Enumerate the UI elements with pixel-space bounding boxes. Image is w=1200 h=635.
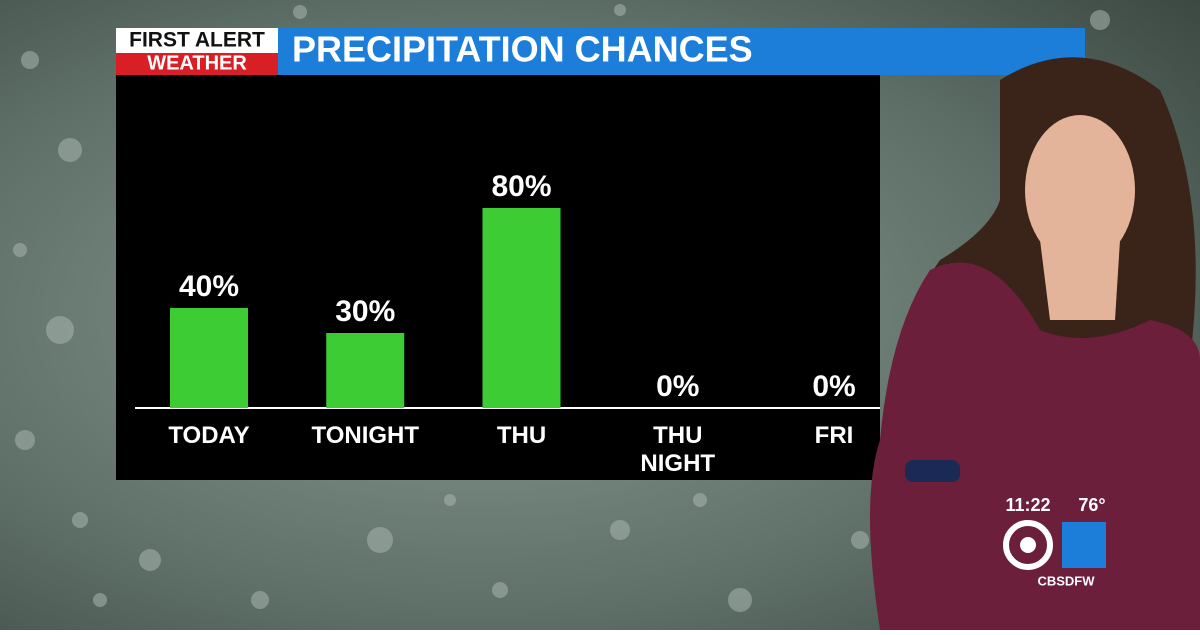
bar: [170, 308, 248, 408]
bar: [482, 208, 561, 408]
value-label: 0%: [656, 370, 699, 403]
badge-line1: FIRST ALERT: [129, 29, 265, 52]
badge-top: [116, 28, 278, 53]
value-label: 80%: [491, 170, 551, 203]
station-logo: [1003, 520, 1106, 570]
category-label: THU: [496, 422, 547, 449]
value-label: 0%: [812, 370, 855, 403]
badge-line2: WEATHER: [147, 52, 247, 74]
clock: 11:22: [1005, 495, 1050, 515]
category-label: FRI: [814, 422, 854, 449]
badge-bottom: [116, 53, 278, 75]
presenter: [870, 57, 1200, 631]
bar: [326, 333, 405, 408]
value-label: 40%: [179, 270, 239, 303]
value-label: 30%: [335, 295, 395, 328]
social-handle: CBSDFW: [1037, 573, 1095, 588]
category-label: THU NIGHT: [640, 422, 716, 477]
category-label: TODAY: [168, 422, 250, 449]
temperature: 76°: [1078, 495, 1105, 515]
title-bar: [278, 28, 1085, 75]
chart-title: PRECIPITATION CHANCES: [292, 29, 753, 70]
category-label: TONIGHT: [311, 422, 420, 449]
